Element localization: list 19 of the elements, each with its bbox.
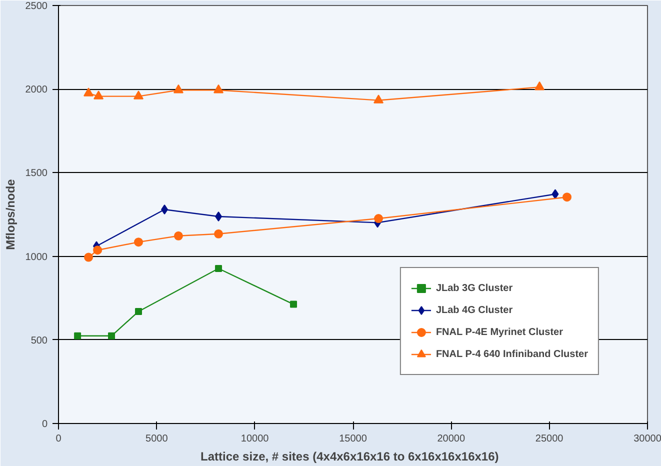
y-tick-label: 2500 bbox=[25, 1, 48, 12]
y-tick-label: 500 bbox=[30, 335, 48, 346]
x-axis-title: Lattice size, # sites (4x4x6x16x16 to 6x16x16x16x16) bbox=[200, 450, 499, 464]
y-axis-title: Mflops/node bbox=[3, 178, 18, 250]
legend-label: JLab 3G Cluster bbox=[436, 282, 513, 294]
x-tick-label: 30000 bbox=[634, 434, 661, 444]
legend-label: FNAL P-4 640 Infiniband Cluster bbox=[436, 348, 588, 360]
y-tick-label: 1000 bbox=[25, 252, 48, 263]
legend-label: FNAL P-4E Myrinet Cluster bbox=[436, 326, 563, 338]
y-tick-label: 2000 bbox=[25, 84, 48, 96]
x-tick-label: 15000 bbox=[339, 434, 368, 444]
x-tick-label: 10000 bbox=[240, 434, 270, 444]
x-tick-label: 5000 bbox=[146, 434, 168, 444]
x-tick-label: 25000 bbox=[535, 434, 564, 444]
y-tick-label: 0 bbox=[42, 419, 48, 430]
x-tick-label: 20000 bbox=[437, 434, 466, 444]
x-tick-label: 0 bbox=[56, 434, 62, 444]
legend-label: JLab 4G Cluster bbox=[436, 304, 513, 316]
y-tick-label: 1500 bbox=[25, 168, 48, 180]
